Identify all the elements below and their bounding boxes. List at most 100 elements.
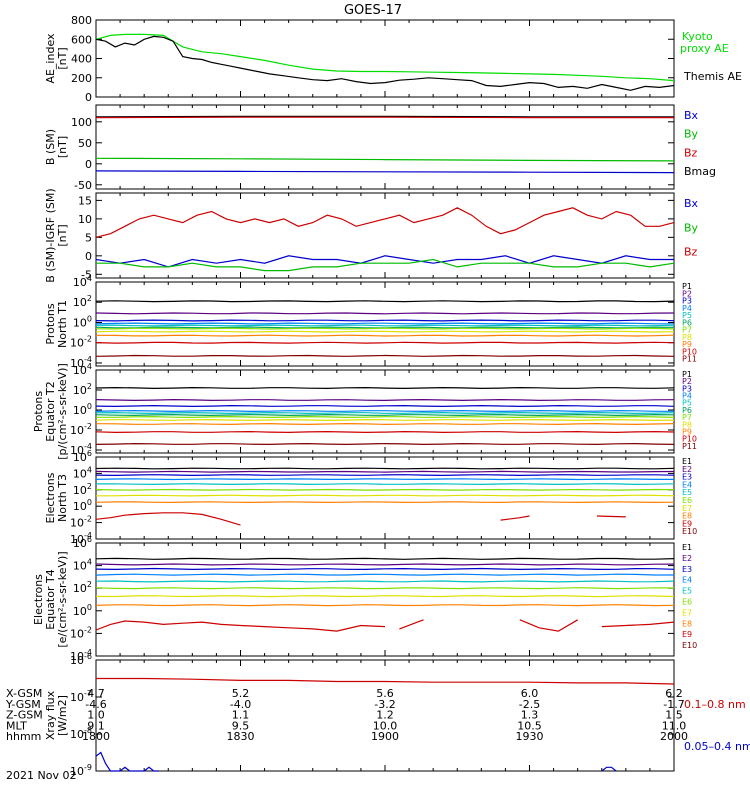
legend-entry: P2	[682, 289, 692, 298]
series-line-E5	[95, 580, 675, 583]
series-line-E1	[95, 557, 675, 560]
series-line	[601, 621, 675, 628]
legend-entry: P5	[682, 311, 692, 320]
y-tick-label: 100	[73, 603, 92, 618]
series-line-P3	[95, 319, 675, 322]
legend-entry: 0.05–0.4 nm	[684, 740, 750, 753]
legend-entry: By	[684, 128, 699, 141]
ephemeris-table: X-GSM 4.7 5.2 5.6 6.0 6.2 Y-GSM -4.6 -4.0 -3.2 -2.…	[5, 687, 688, 743]
legend-entry: Kyoto	[682, 30, 713, 43]
y-axis-label: Protons	[44, 303, 57, 344]
legend-entry: E9	[682, 630, 692, 639]
ephemeris-value: 1800	[82, 730, 110, 743]
y-axis-label: Equator T2	[44, 381, 57, 441]
y-tick-label: 106	[73, 535, 92, 550]
y-axis-label: B (SM)-IGRF (SM)	[44, 188, 57, 282]
series-line-P4	[95, 322, 674, 325]
series-line-E7	[95, 595, 675, 598]
series-line-P7	[96, 415, 675, 419]
legend-entry: P5	[682, 399, 692, 408]
legend-entry: P1	[682, 282, 692, 291]
series-line-P10	[95, 341, 675, 344]
y-axis-label: [nT]	[56, 47, 69, 69]
y-axis-label: North T3	[56, 474, 69, 522]
series-line-E7	[96, 494, 675, 497]
y-axis-label: B (SM)	[44, 129, 57, 165]
y-tick-label: 10-2	[70, 515, 92, 530]
y-tick-label: 102	[73, 382, 92, 397]
series-line-E4	[95, 573, 674, 576]
y-tick-label: 0	[85, 91, 92, 104]
legend-entry: P8	[682, 333, 692, 342]
legend-entry: P3	[682, 384, 692, 393]
y-axis-label: [nT]	[56, 136, 69, 158]
ephemeris-value: -3.2	[374, 698, 395, 711]
ephemeris-label: MLT	[6, 719, 27, 732]
y-axis-label: Equator T4	[44, 569, 57, 629]
y-tick-label: 0	[85, 250, 92, 263]
series-line-E2	[95, 470, 675, 473]
panel-bsm: -50 0 50 100 B (SM) [nT] Bx By Bz Bmag	[44, 104, 716, 192]
panel-bigrf: -5 0 5 10 15 B (SM)-IGRF (SM) [nT] Bx By Bz	[44, 188, 699, 282]
series-line	[500, 515, 530, 521]
y-tick-label: 104	[73, 465, 92, 480]
ephemeris-value: 5.6	[376, 687, 394, 700]
y-tick-label: 15	[78, 194, 92, 207]
y-axis-label: [nT]	[56, 224, 69, 246]
ephemeris-value: 1.1	[232, 709, 250, 722]
legend-entry: E2	[682, 465, 692, 474]
panel-frame	[95, 19, 675, 98]
ephemeris-value: 9.5	[232, 719, 250, 732]
legend-entry: P9	[682, 340, 692, 349]
ephemeris-label: Y-GSM	[5, 698, 41, 711]
ephemeris-value: 1.2	[376, 709, 394, 722]
legend-entry: P4	[682, 304, 692, 313]
legend-entry: E10	[682, 641, 697, 650]
y-tick-label: 600	[71, 33, 92, 46]
legend-entry: Bx	[684, 197, 699, 210]
legend-entry: P4	[682, 392, 692, 401]
series-line-P9	[95, 334, 675, 337]
series-line-E6	[95, 488, 675, 491]
y-tick-label: 400	[71, 53, 92, 66]
y-tick-label: 102	[73, 294, 92, 309]
y-tick-label: 5	[85, 231, 92, 244]
y-tick-label: 100	[73, 498, 92, 513]
series-line	[96, 677, 675, 685]
series-line	[95, 35, 675, 91]
series-line-P11	[95, 354, 675, 357]
ephemeris-value: 1830	[227, 730, 255, 743]
series-line-P9	[95, 422, 675, 426]
ephemeris-value: 1.0	[87, 709, 105, 722]
legend-entry: E3	[682, 565, 692, 574]
series-line-P8	[95, 330, 675, 333]
series-line	[399, 619, 424, 630]
legend-entry: E1	[682, 543, 692, 552]
legend-entry: proxy AE	[680, 42, 729, 55]
ephemeris-value: -1.7	[663, 698, 684, 711]
chart-title: GOES-17	[344, 3, 402, 18]
series-line-P2	[95, 312, 675, 315]
y-tick-label: 10-6	[70, 652, 92, 667]
series-line	[95, 157, 675, 162]
y-tick-label: 102	[73, 580, 92, 595]
y-tick-label: 10-2	[70, 625, 92, 640]
ephemeris-label: X-GSM	[6, 687, 42, 700]
y-tick-label: 50	[78, 137, 92, 150]
series-line-P7	[95, 327, 675, 330]
series-line-P1	[95, 300, 675, 303]
legend-entry: P10	[682, 347, 697, 356]
series-line	[95, 620, 386, 632]
series-line	[95, 751, 159, 772]
series-line	[96, 258, 675, 272]
y-tick-label: 0	[85, 158, 92, 171]
series-line	[95, 33, 675, 82]
ephemeris-value: 10.5	[517, 719, 542, 732]
y-tick-label: 10-2	[70, 335, 92, 350]
